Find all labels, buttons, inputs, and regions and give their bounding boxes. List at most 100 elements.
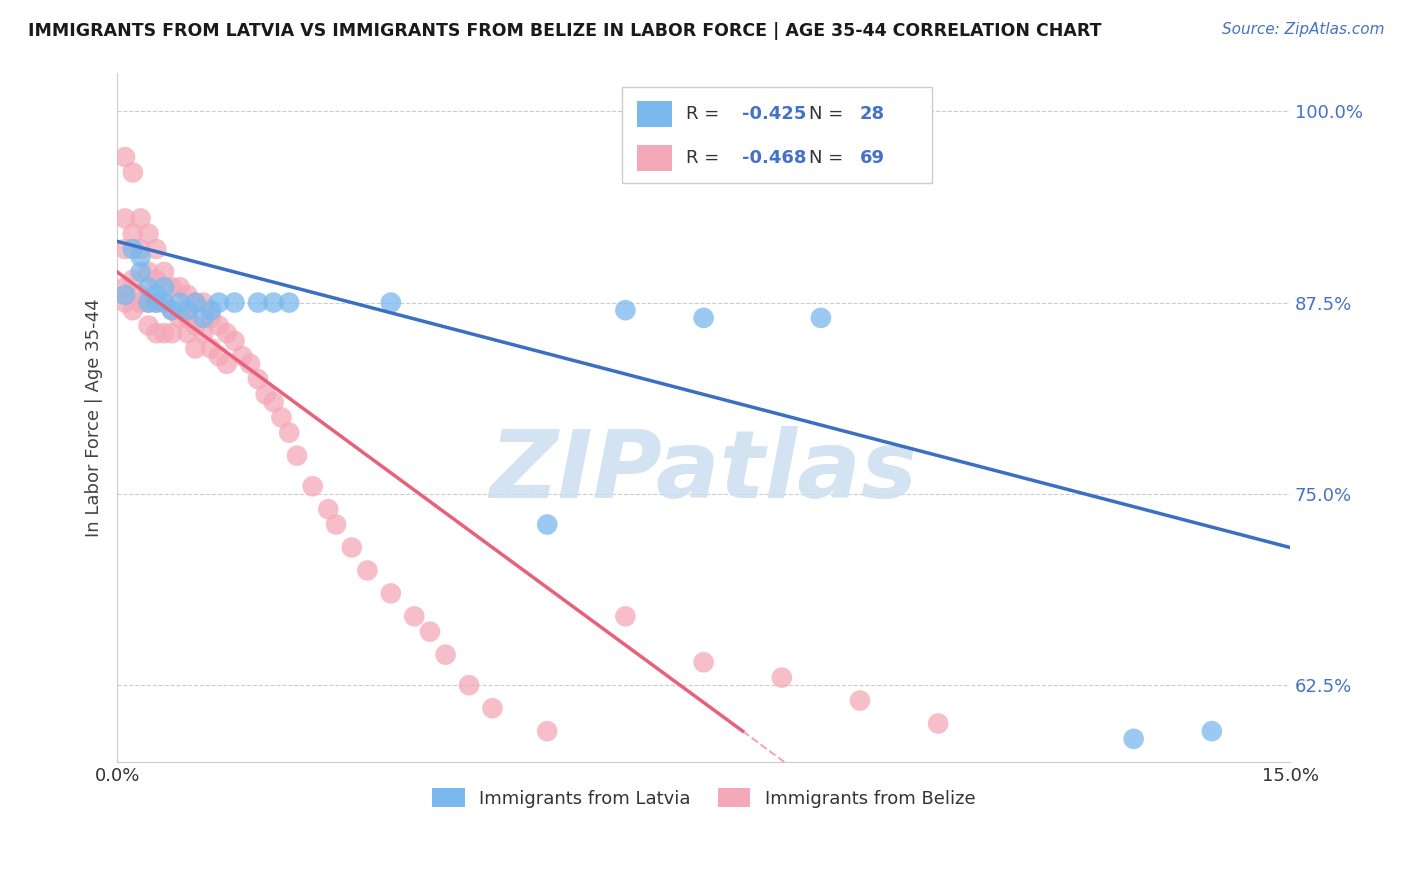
- Point: [184, 342, 207, 356]
- Legend: Immigrants from Latvia, Immigrants from Belize: Immigrants from Latvia, Immigrants from …: [425, 780, 983, 814]
- Point: [114, 288, 136, 302]
- Point: [153, 295, 176, 310]
- Point: [254, 387, 277, 401]
- Point: [614, 303, 637, 318]
- Point: [138, 265, 160, 279]
- Point: [176, 303, 198, 318]
- Point: [176, 310, 198, 325]
- Point: [121, 165, 143, 179]
- Point: [145, 295, 167, 310]
- Point: [458, 678, 481, 692]
- Point: [138, 318, 160, 333]
- Point: [184, 295, 207, 310]
- Point: [121, 272, 143, 286]
- Point: [810, 310, 832, 325]
- Point: [176, 288, 198, 302]
- Text: R =: R =: [686, 104, 725, 122]
- Text: Source: ZipAtlas.com: Source: ZipAtlas.com: [1222, 22, 1385, 37]
- Text: N =: N =: [810, 149, 849, 168]
- Point: [224, 334, 246, 348]
- Point: [169, 310, 191, 325]
- Text: 28: 28: [859, 104, 884, 122]
- Point: [927, 716, 949, 731]
- Point: [215, 326, 238, 341]
- Y-axis label: In Labor Force | Age 35-44: In Labor Force | Age 35-44: [86, 298, 103, 537]
- Point: [129, 211, 152, 226]
- FancyBboxPatch shape: [637, 145, 672, 171]
- Point: [270, 410, 292, 425]
- FancyBboxPatch shape: [621, 87, 932, 183]
- Point: [301, 479, 323, 493]
- Text: 69: 69: [859, 149, 884, 168]
- Point: [614, 609, 637, 624]
- Point: [193, 310, 215, 325]
- Text: -0.468: -0.468: [742, 149, 807, 168]
- Point: [278, 295, 301, 310]
- Point: [129, 242, 152, 256]
- Point: [692, 310, 714, 325]
- Point: [208, 318, 231, 333]
- Point: [121, 303, 143, 318]
- Point: [380, 586, 402, 600]
- Point: [536, 724, 558, 739]
- Point: [481, 701, 503, 715]
- Text: R =: R =: [686, 149, 725, 168]
- Point: [263, 295, 285, 310]
- Point: [145, 272, 167, 286]
- Point: [316, 502, 339, 516]
- Point: [770, 671, 793, 685]
- Point: [160, 303, 183, 318]
- Point: [356, 564, 378, 578]
- Point: [129, 250, 152, 264]
- Point: [145, 288, 167, 302]
- Text: IMMIGRANTS FROM LATVIA VS IMMIGRANTS FROM BELIZE IN LABOR FORCE | AGE 35-44 CORR: IMMIGRANTS FROM LATVIA VS IMMIGRANTS FRO…: [28, 22, 1102, 40]
- Point: [278, 425, 301, 440]
- Point: [193, 295, 215, 310]
- Point: [404, 609, 426, 624]
- Point: [176, 326, 198, 341]
- Point: [285, 449, 308, 463]
- Point: [1201, 724, 1223, 739]
- Point: [121, 242, 143, 256]
- Point: [849, 693, 872, 707]
- Point: [325, 517, 347, 532]
- Point: [129, 295, 152, 310]
- Point: [536, 517, 558, 532]
- Point: [263, 395, 285, 409]
- Point: [114, 211, 136, 226]
- Point: [138, 295, 160, 310]
- Point: [200, 310, 222, 325]
- Point: [121, 227, 143, 241]
- Point: [340, 541, 363, 555]
- Point: [380, 295, 402, 310]
- Point: [200, 303, 222, 318]
- Point: [200, 342, 222, 356]
- Point: [169, 280, 191, 294]
- Point: [114, 242, 136, 256]
- Point: [153, 280, 176, 294]
- Text: ZIPatlas: ZIPatlas: [489, 426, 918, 518]
- Point: [246, 372, 269, 386]
- Point: [231, 349, 253, 363]
- Point: [419, 624, 441, 639]
- Point: [1122, 731, 1144, 746]
- Text: -0.425: -0.425: [742, 104, 807, 122]
- Point: [224, 295, 246, 310]
- Point: [184, 318, 207, 333]
- Point: [129, 288, 152, 302]
- Point: [145, 242, 167, 256]
- Point: [114, 295, 136, 310]
- Point: [160, 280, 183, 294]
- Point: [184, 295, 207, 310]
- Point: [138, 280, 160, 294]
- Point: [246, 295, 269, 310]
- Point: [208, 349, 231, 363]
- Point: [169, 295, 191, 310]
- Point: [692, 655, 714, 669]
- Point: [160, 326, 183, 341]
- Point: [160, 303, 183, 318]
- FancyBboxPatch shape: [637, 101, 672, 127]
- Point: [153, 295, 176, 310]
- Point: [145, 326, 167, 341]
- Point: [215, 357, 238, 371]
